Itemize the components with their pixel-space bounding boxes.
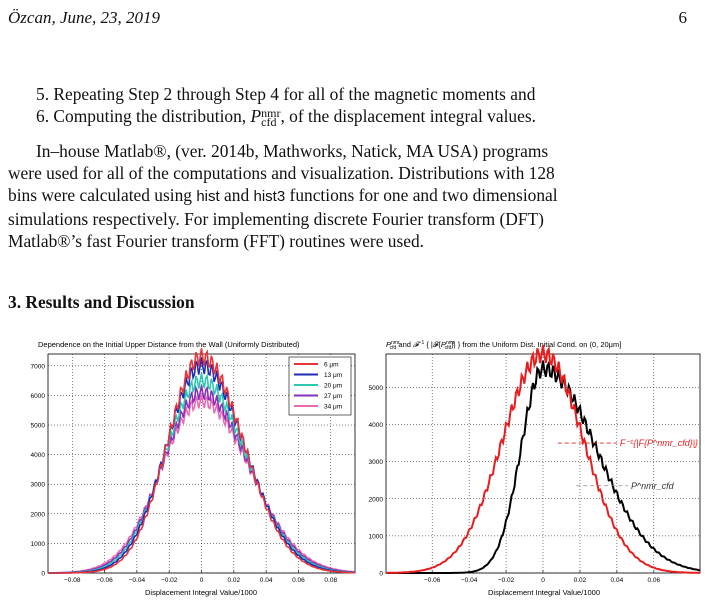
y-tick-label: 0 [379,571,383,578]
chart-title-left: Dependence on the Initial Upper Distance… [38,340,300,349]
x-tick-label: −0.04 [461,577,478,584]
chart-title-right: Pnmr cfd and 𝓕−1 { |𝓕{Pnmr cfd}| } from th… [386,340,621,351]
series-line [48,357,356,574]
x-tick-label: 0.02 [574,577,587,584]
y-tick-label: 2000 [31,511,46,518]
y-tick-label: 1000 [31,541,46,548]
y-tick-label: 0 [41,571,45,578]
list-text: Repeating Step 2 through Step 4 for all … [53,84,536,104]
code-hist: hist [196,188,220,205]
y-tick-label: 2000 [369,496,384,503]
y-tick-label: 6000 [31,393,46,400]
right-chart-plot: −0.06 −0.04 −0.02 0 0.02 0.04 0.06 0 1000 2000 300… [369,345,701,584]
x-tick-label: −0.02 [161,577,178,584]
legend-label: 34 μm [324,404,342,411]
x-tick-label: −0.04 [129,577,146,584]
left-chart-plot: −0.08 −0.06 −0.04 −0.02 0 0.02 0.04 0.06 0.08 0 10… [31,348,356,584]
y-tick-label: 4000 [31,452,46,459]
symbol-p-nmr-cfd: P [250,106,262,126]
annotation-label-red: F⁻¹{|F{P^nmr_cfd}|} [620,438,698,448]
legend-label: 13 μm [324,372,342,379]
x-tick-label: −0.02 [498,577,515,584]
x-tick-label: 0.06 [292,577,305,584]
legend-label: 6 μm [324,362,339,369]
series-line [48,393,356,574]
legend-label: 27 μm [324,393,342,400]
code-hist3: hist3 [253,188,286,205]
annotation-label-gray: P^nmr_cfd [631,481,675,491]
x-tick-label: 0.08 [324,577,337,584]
y-tick-label: 1000 [369,533,384,540]
list-number: 5. [36,84,50,104]
list-number: 6. [36,106,50,126]
y-tick-label: 3000 [31,482,46,489]
y-tick-label: 5000 [31,423,46,430]
x-tick-label: 0.04 [260,577,273,584]
x-axis-label-right: Displacement Integral Value/1000 [488,588,600,597]
y-tick-label: 5000 [369,385,384,392]
running-header: Özcan, June, 23, 2019 [8,8,161,27]
list-item: 5. Repeating Step 2 through Step 4 for a… [36,83,535,105]
legend: 6 μm 13 μm 20 μm 27 μm 34 μm [288,356,352,416]
x-tick-label: 0.06 [647,577,660,584]
y-tick-label: 4000 [369,422,384,429]
y-tick-label: 3000 [369,459,384,466]
series-line [48,384,356,574]
legend-label: 20 μm [324,383,342,390]
body-paragraph: In–house Matlab®, (ver. 2014b, Mathworks… [8,141,558,251]
x-tick-label: 0.04 [611,577,624,584]
series-line [48,372,355,574]
list-text: Computing the distribution, [53,106,251,126]
x-tick-label: 0 [200,577,204,584]
page-number: 6 [678,8,688,27]
x-tick-label: −0.06 [96,577,113,584]
x-tick-label: −0.06 [424,577,441,584]
y-tick-label: 7000 [31,363,46,370]
x-tick-label: 0 [541,577,545,584]
x-axis-label-left: Displacement Integral Value/1000 [145,588,257,597]
list-text: , of the displacement integral values. [280,106,536,126]
series-line [48,348,355,574]
section-heading: 3. Results and Discussion [8,292,195,312]
series-line-inverse-fourier [386,345,700,574]
x-tick-label: 0.02 [227,577,240,584]
figure: Dependence on the Initial Upper Distance… [31,340,701,597]
series-line-pnmr [386,359,701,574]
x-tick-label: −0.08 [64,577,81,584]
